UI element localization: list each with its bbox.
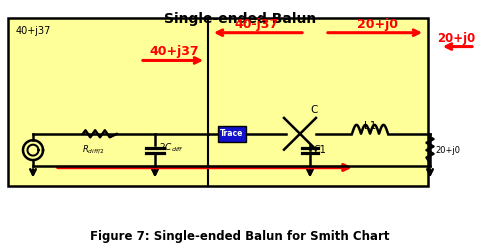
Text: 20+j0: 20+j0	[435, 146, 460, 155]
Text: $2C_{diff}$: $2C_{diff}$	[159, 142, 184, 154]
Text: 20+j0: 20+j0	[357, 18, 398, 31]
Text: 20+j0: 20+j0	[437, 31, 475, 45]
Text: Single-ended Balun: Single-ended Balun	[164, 12, 316, 26]
Text: 40+j37: 40+j37	[149, 46, 199, 59]
Text: Trace: Trace	[220, 129, 244, 138]
Text: L1: L1	[364, 121, 376, 131]
Text: $R_{diff/2}$: $R_{diff/2}$	[82, 144, 104, 156]
Text: 40+j37: 40+j37	[16, 26, 51, 36]
Text: C: C	[310, 105, 318, 115]
Text: Figure 7: Single-ended Balun for Smith Chart: Figure 7: Single-ended Balun for Smith C…	[90, 230, 390, 243]
Bar	[218, 126, 246, 142]
Text: 40-j37: 40-j37	[234, 18, 278, 31]
Bar	[8, 18, 428, 186]
Text: C1: C1	[314, 145, 327, 155]
